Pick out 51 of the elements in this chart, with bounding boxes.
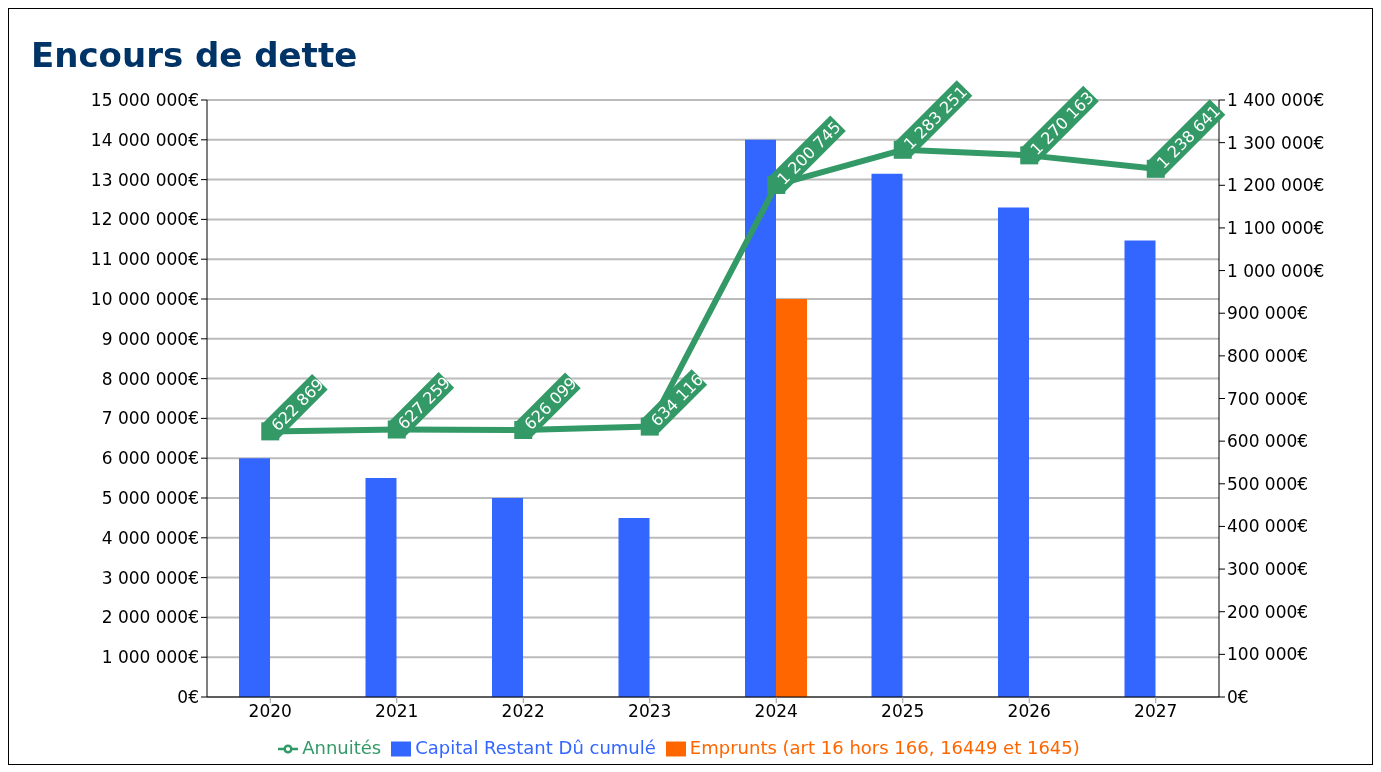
y-tick-label: 3 000 000€ — [101, 567, 199, 588]
x-tick-label: 2025 — [881, 701, 925, 722]
y2-tick-label: 200 000€ — [1227, 601, 1309, 622]
legend-label: Capital Restant Dû cumulé — [415, 737, 656, 758]
chart-title: Encours de dette — [31, 35, 358, 75]
y-tick-label: 0€ — [177, 687, 199, 708]
y-tick-label: 7 000 000€ — [101, 408, 199, 429]
y2-tick-label: 900 000€ — [1227, 303, 1309, 324]
y2-tick-label: 700 000€ — [1227, 388, 1309, 409]
y2-tick-label: 1 000 000€ — [1227, 260, 1325, 281]
y-tick-label: 1 000 000€ — [101, 647, 199, 668]
y2-tick-label: 300 000€ — [1227, 559, 1309, 580]
data-label: 1 238 641 — [1152, 101, 1224, 173]
y2-tick-label: 0€ — [1227, 687, 1249, 708]
x-tick-label: 2024 — [754, 701, 798, 722]
data-label: 626 099 — [520, 373, 581, 434]
y2-tick-label: 100 000€ — [1227, 644, 1309, 665]
data-label: 1 283 251 — [899, 82, 971, 154]
legend-label: Emprunts (art 16 hors 166, 16449 et 1645) — [689, 737, 1080, 758]
data-label: 1 200 745 — [773, 117, 845, 189]
x-tick-label: 2027 — [1134, 701, 1178, 722]
y2-tick-label: 1 400 000€ — [1227, 90, 1325, 111]
y2-tick-label: 600 000€ — [1227, 431, 1309, 452]
data-label: 634 116 — [646, 369, 708, 431]
y2-tick-label: 400 000€ — [1227, 516, 1309, 537]
y2-tick-label: 1 200 000€ — [1227, 175, 1325, 196]
y2-tick-label: 500 000€ — [1227, 473, 1309, 494]
y-tick-label: 14 000 000€ — [90, 129, 199, 150]
y-tick-label: 13 000 000€ — [90, 169, 199, 190]
y2-tick-label: 1 100 000€ — [1227, 217, 1325, 238]
y-tick-label: 12 000 000€ — [90, 209, 199, 230]
legend-label: Annuités — [302, 737, 382, 758]
y2-tick-label: 800 000€ — [1227, 345, 1309, 366]
x-tick-label: 2026 — [1007, 701, 1051, 722]
x-tick-label: 2023 — [628, 701, 672, 722]
y-tick-label: 2 000 000€ — [101, 607, 199, 628]
y-tick-label: 10 000 000€ — [90, 289, 199, 310]
y-tick-label: 15 000 000€ — [90, 90, 199, 111]
y-tick-label: 5 000 000€ — [101, 488, 199, 509]
x-tick-label: 2022 — [501, 701, 545, 722]
y2-tick-label: 1 300 000€ — [1227, 132, 1325, 153]
data-label: 627 259 — [393, 372, 455, 434]
x-tick-label: 2020 — [248, 701, 292, 722]
data-label: 622 869 — [267, 374, 328, 435]
y-tick-label: 8 000 000€ — [101, 368, 199, 389]
x-tick-label: 2021 — [375, 701, 419, 722]
y-tick-label: 11 000 000€ — [90, 249, 199, 270]
y-tick-label: 6 000 000€ — [101, 448, 199, 469]
y-tick-label: 9 000 000€ — [101, 328, 199, 349]
data-label: 1 270 163 — [1026, 87, 1098, 159]
y-tick-label: 4 000 000€ — [101, 527, 199, 548]
